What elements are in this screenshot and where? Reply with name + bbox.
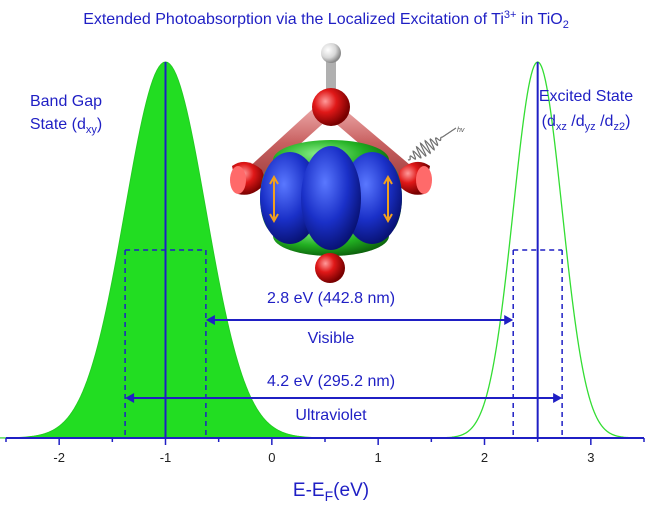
band-gap-label-subscript: xy	[86, 124, 98, 136]
arrowhead-left-1	[125, 393, 135, 403]
excited-state-part-2: /d	[567, 113, 585, 130]
x-axis-label-tail: (eV)	[333, 480, 369, 501]
bond-top-hydrogen	[326, 56, 336, 90]
x-tick-label: 2	[481, 450, 488, 465]
arrowhead-right-1	[553, 393, 563, 403]
excited-state-label-line1: Excited State	[539, 88, 633, 105]
transition-arrows: 2.8 eV (442.8 nm) Visible 4.2 eV (295.2 nm…	[125, 290, 563, 424]
transition-region-label: Ultraviolet	[295, 407, 367, 424]
x-tick-label: 0	[268, 450, 275, 465]
band-gap-label-prefix: State (d	[30, 116, 86, 133]
spin-arrow-right	[383, 174, 393, 224]
x-tick-label: -1	[160, 450, 172, 465]
excited-state-label-line2: (dxz /dyz /dz2)	[542, 113, 631, 133]
title-prefix: Extended Photoabsorption via the Localiz…	[83, 11, 504, 28]
oxygen-right-face	[416, 166, 432, 194]
oxygen-atom-top	[312, 88, 350, 126]
excited-state-sub-z2: z2	[613, 121, 625, 133]
arrowhead-right-0	[504, 315, 514, 325]
photon-label: hv	[457, 127, 465, 134]
x-axis-label: E-EF(eV)	[293, 480, 369, 504]
arrowhead-left-0	[205, 315, 215, 325]
bond-left-upper	[246, 104, 338, 182]
excited-state-sub-xz: xz	[556, 121, 567, 133]
oxygen-left-face	[230, 166, 246, 194]
gaussian-series-0	[0, 61, 336, 439]
transition-energy-label: 2.8 eV (442.8 nm)	[267, 290, 395, 307]
x-tick-label: 3	[587, 450, 594, 465]
title-middle: in TiO	[516, 11, 562, 28]
bond-right-upper	[320, 104, 416, 182]
title-subscript: 2	[563, 19, 569, 31]
band-gap-label-line1: Band Gap	[30, 93, 102, 110]
x-axis: -2 -1 0 1 2 3	[5, 437, 645, 465]
hydrogen-atom	[321, 43, 341, 63]
title-superscript: 3+	[504, 9, 517, 21]
excited-state-part-4: /d	[596, 113, 614, 130]
transition-region-label: Visible	[308, 330, 355, 347]
excited-state-sub-yz: yz	[585, 121, 596, 133]
density-of-states-chart: -2 -1 0 1 2 3	[0, 61, 645, 465]
band-gap-label-suffix: )	[97, 116, 102, 133]
x-axis-label-main: E-E	[293, 480, 325, 501]
ti-oxide-molecule-illustration: hv	[230, 43, 465, 283]
excited-state-part-0: (d	[542, 113, 556, 130]
spin-arrow-left	[269, 174, 279, 224]
excited-state-part-6: )	[625, 113, 630, 130]
half-width-markers	[124, 249, 563, 438]
x-axis-label-subscript: F	[325, 488, 334, 504]
x-tick-label: 1	[375, 450, 382, 465]
band-gap-label-line2: State (dxy)	[30, 116, 102, 136]
oxygen-atom-bottom	[315, 253, 345, 283]
x-tick-label: -2	[53, 450, 65, 465]
photon-wave-icon	[407, 127, 457, 161]
transition-energy-label: 4.2 eV (295.2 nm)	[267, 373, 395, 390]
orbital-blue-lobe-center	[301, 146, 361, 250]
page-title: Extended Photoabsorption via the Localiz…	[83, 9, 569, 31]
